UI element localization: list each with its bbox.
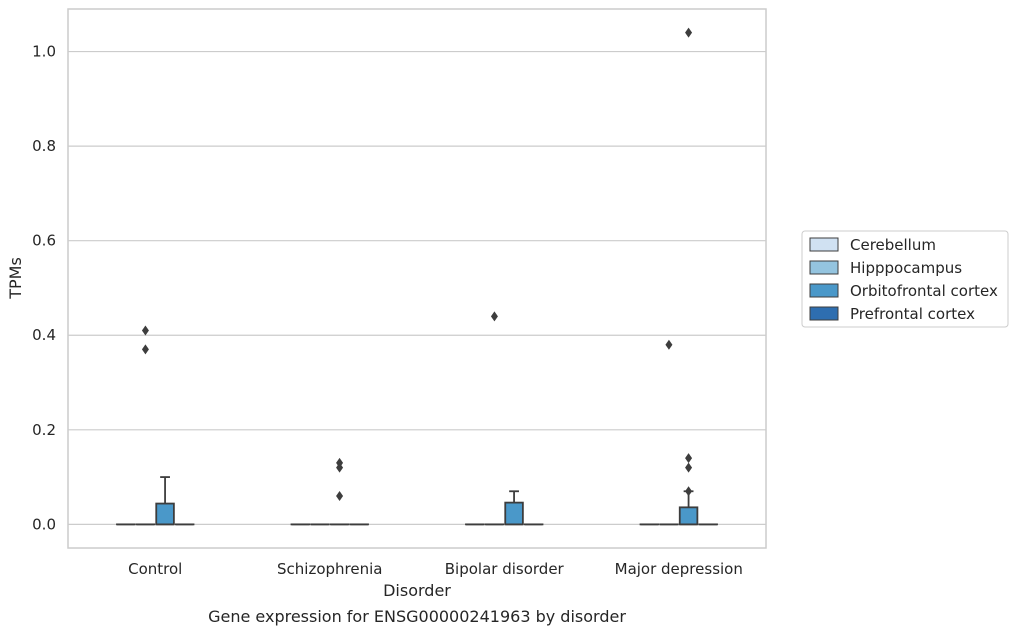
legend-label: Cerebellum: [850, 236, 936, 254]
outlier-point: [141, 325, 149, 336]
outlier-point: [685, 486, 693, 497]
box: [155, 502, 175, 526]
y-tick-label: 0.6: [32, 232, 56, 250]
outlier-point: [685, 27, 693, 38]
x-tick-label: Control: [128, 560, 182, 578]
outlier-point: [685, 462, 693, 473]
legend-frame: [801, 230, 1009, 328]
box-plots: [116, 476, 718, 526]
outlier-point: [336, 490, 344, 501]
legend-label: Hipppocampus: [850, 259, 962, 277]
legend-swatch: [809, 260, 839, 275]
y-tick-labels: 0.0 0.2 0.4 0.6 0.8 1.0: [32, 43, 56, 534]
y-tick-label: 0.4: [32, 326, 56, 344]
x-axis-label: Disorder: [383, 581, 451, 600]
x-tick-label: Bipolar disorder: [445, 560, 565, 578]
legend-label: Orbitofrontal cortex: [850, 282, 998, 300]
legend-label: Prefrontal cortex: [850, 305, 975, 323]
y-tick-label: 0.0: [32, 515, 56, 533]
box: [678, 506, 699, 526]
box: [504, 501, 524, 526]
legend-swatch: [809, 237, 839, 252]
outlier-points: [141, 27, 693, 501]
outlier-point: [336, 462, 344, 473]
chart-title: Gene expression for ENSG00000241963 by d…: [208, 607, 626, 626]
y-tick-label: 1.0: [32, 43, 56, 61]
y-tick-label: 0.2: [32, 421, 56, 439]
legend-swatch: [809, 306, 839, 321]
outlier-point: [141, 344, 149, 355]
legend-swatch: [809, 283, 839, 298]
y-axis-label: TPMs: [6, 257, 25, 300]
plot-area: [67, 8, 767, 549]
legend: Cerebellum Hipppocampus Orbitofrontal cort…: [801, 230, 1009, 328]
y-tick-label: 0.8: [32, 137, 56, 155]
outlier-point: [490, 311, 498, 322]
x-tick-label: Major depression: [615, 560, 743, 578]
outlier-point: [665, 339, 673, 350]
x-tick-label: Schizophrenia: [277, 560, 382, 578]
x-tick-labels: Control Schizophrenia Bipolar disorder Majo…: [128, 560, 743, 578]
outlier-point: [685, 453, 693, 464]
